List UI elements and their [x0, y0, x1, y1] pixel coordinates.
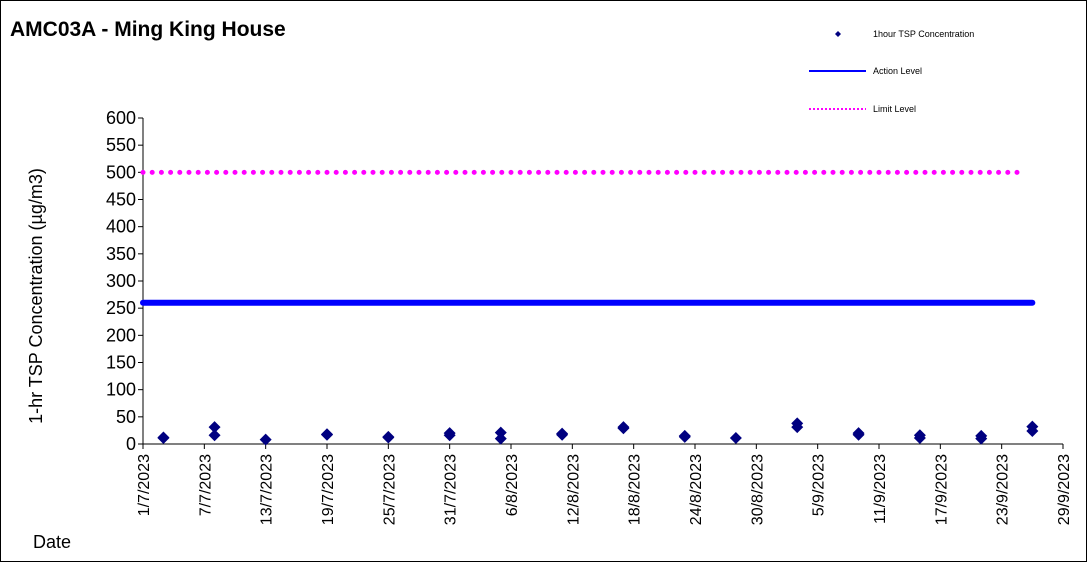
- data-point: [259, 433, 272, 446]
- data-point: [208, 421, 221, 434]
- legend-marker-diamond: [835, 31, 841, 37]
- data-point: [443, 427, 456, 440]
- x-tick-label: 29/9/2023: [1056, 454, 1073, 525]
- x-tick-label: 31/7/2023: [443, 454, 460, 525]
- y-tick-label: 50: [116, 407, 136, 427]
- data-point: [678, 429, 691, 442]
- data-point: [208, 429, 221, 442]
- y-tick-label: 350: [106, 244, 136, 264]
- legend-entry-action-level: Action Level: [809, 66, 922, 76]
- y-tick-label: 100: [106, 380, 136, 400]
- legend-entry-limit-level: Limit Level: [809, 104, 916, 114]
- x-tick-label: 17/9/2023: [933, 454, 950, 525]
- y-tick-label: 600: [106, 108, 136, 128]
- x-tick-label: 18/8/2023: [627, 454, 644, 525]
- data-point: [382, 430, 395, 443]
- x-tick-label: 24/8/2023: [688, 454, 705, 525]
- data-point: [1026, 420, 1039, 433]
- data-point: [791, 417, 804, 430]
- data-point: [494, 426, 507, 439]
- data-point: [556, 427, 569, 440]
- chart-title: AMC03A - Ming King House: [10, 18, 286, 41]
- x-tick-label: 7/7/2023: [197, 454, 214, 516]
- x-tick-label: 11/9/2023: [872, 454, 889, 524]
- y-tick-label: 450: [106, 190, 136, 210]
- data-point: [321, 428, 333, 441]
- data-point: [975, 429, 988, 442]
- y-axis-title: 1-hr TSP Concentration (µg/m3): [26, 168, 46, 424]
- y-tick-label: 250: [106, 298, 136, 318]
- y-tick-label: 150: [106, 353, 136, 373]
- data-point: [617, 421, 630, 434]
- legend-label: Limit Level: [873, 104, 916, 114]
- data-point: [852, 427, 865, 440]
- x-tick-label: 1/7/2023: [136, 454, 153, 516]
- legend-entry-tsp: 1hour TSP Concentration: [835, 29, 974, 39]
- x-tick-label: 5/9/2023: [811, 454, 828, 516]
- y-tick-label: 300: [106, 271, 136, 291]
- x-tick-label: 6/8/2023: [504, 454, 521, 516]
- legend-label: 1hour TSP Concentration: [873, 29, 974, 39]
- data-point: [729, 432, 742, 445]
- data-point: [157, 431, 170, 444]
- x-tick-label: 19/7/2023: [320, 454, 337, 525]
- y-tick-label: 0: [126, 434, 136, 454]
- x-tick-label: 12/8/2023: [565, 454, 582, 525]
- x-axis-title: Date: [33, 532, 71, 552]
- legend-label: Action Level: [873, 66, 922, 76]
- y-tick-label: 550: [106, 135, 136, 155]
- y-tick-label: 200: [106, 325, 136, 345]
- y-tick-label: 500: [106, 162, 136, 182]
- data-point: [913, 429, 926, 442]
- x-tick-label: 13/7/2023: [259, 454, 276, 525]
- x-tick-label: 23/9/2023: [995, 454, 1012, 525]
- y-tick-label: 400: [106, 217, 136, 237]
- x-tick-label: 30/8/2023: [749, 454, 766, 525]
- x-tick-label: 25/7/2023: [381, 454, 398, 525]
